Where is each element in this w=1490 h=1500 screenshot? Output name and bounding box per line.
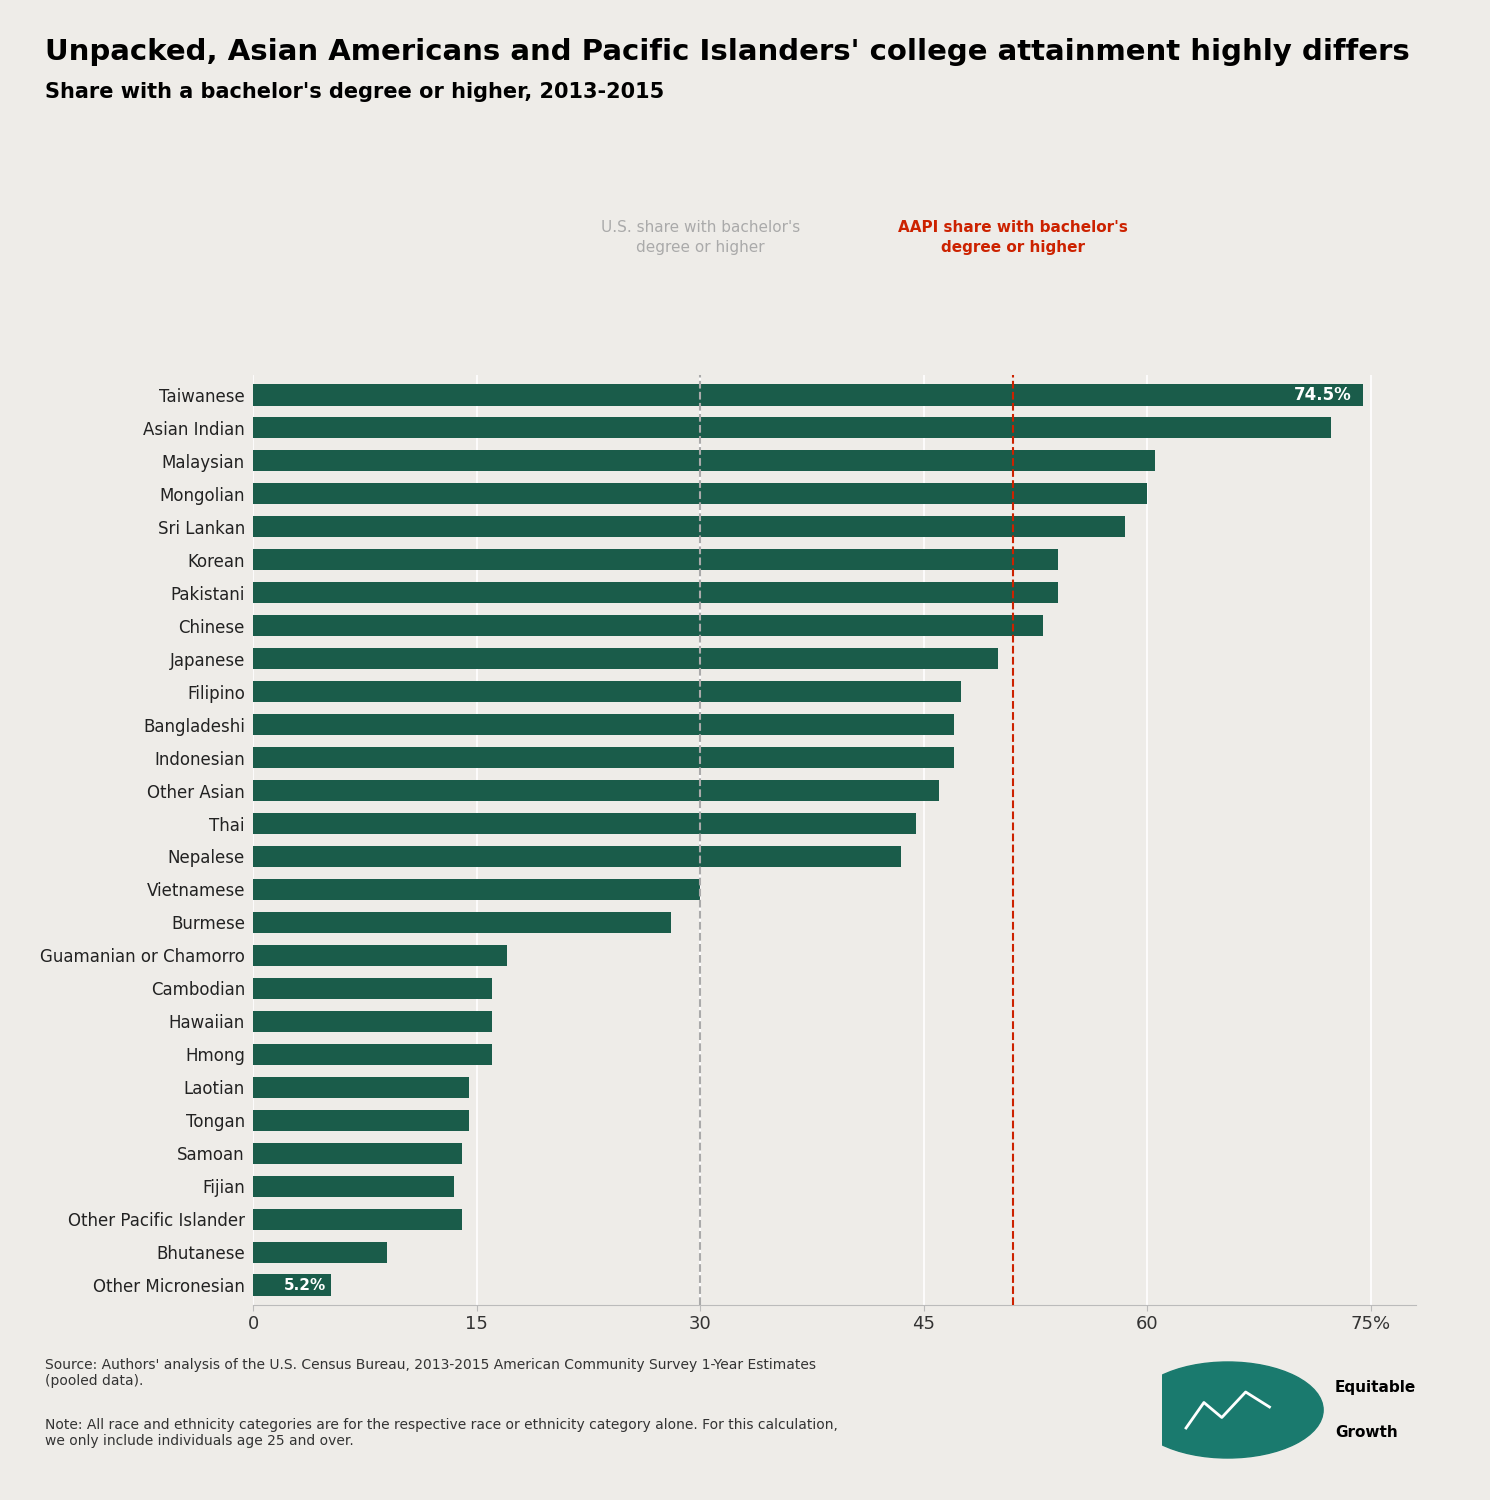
Bar [253,516,1125,537]
Text: 74.5%: 74.5% [1293,386,1351,404]
Bar [253,1209,462,1230]
Bar [253,879,700,900]
Bar [253,1044,492,1065]
Bar [253,450,1155,471]
Bar [253,483,1147,504]
Circle shape [1132,1362,1323,1458]
Bar [253,615,1043,636]
Bar [253,780,939,801]
Bar [253,912,670,933]
Text: Growth: Growth [1335,1425,1398,1440]
Bar [253,417,1331,438]
Text: U.S. share with bachelor's
degree or higher: U.S. share with bachelor's degree or hig… [600,220,800,255]
Text: 5.2%: 5.2% [285,1278,326,1293]
Bar [253,648,998,669]
Text: Equitable: Equitable [1335,1380,1417,1395]
Bar [253,813,916,834]
Bar [253,1176,454,1197]
Text: Unpacked, Asian Americans and Pacific Islanders' college attainment highly diffe: Unpacked, Asian Americans and Pacific Is… [45,38,1410,66]
Bar [253,1077,469,1098]
Bar [253,1011,492,1032]
Bar [253,714,954,735]
Bar [253,384,1363,405]
Bar [253,978,492,999]
Bar [253,1110,469,1131]
Bar [253,582,1058,603]
Text: Note: All race and ethnicity categories are for the respective race or ethnicity: Note: All race and ethnicity categories … [45,1418,837,1448]
Bar [253,1143,462,1164]
Bar [253,945,507,966]
Bar [253,681,961,702]
Text: Share with a bachelor's degree or higher, 2013-2015: Share with a bachelor's degree or higher… [45,82,665,102]
Bar [253,846,901,867]
Bar [253,549,1058,570]
Text: AAPI share with bachelor's
degree or higher: AAPI share with bachelor's degree or hig… [898,220,1128,255]
Text: Source: Authors' analysis of the U.S. Census Bureau, 2013-2015 American Communit: Source: Authors' analysis of the U.S. Ce… [45,1358,815,1388]
Bar [253,1242,387,1263]
Bar [253,747,954,768]
Bar [253,1275,331,1296]
